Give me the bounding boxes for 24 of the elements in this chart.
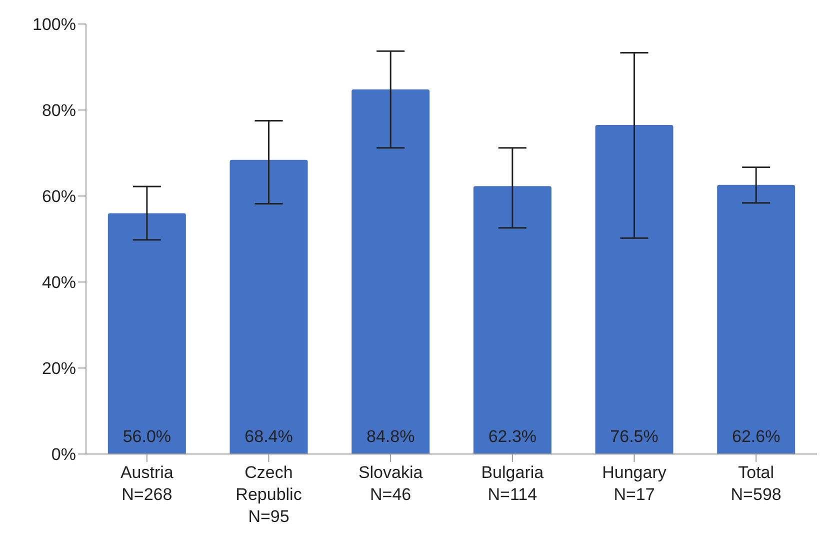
x-tick-label: Austria N=268 — [120, 463, 174, 504]
data-label: 56.0% — [122, 427, 172, 446]
bar — [108, 213, 186, 454]
x-tick-label: Total N=598 — [730, 463, 782, 504]
x-tick-label: Hungary N=17 — [602, 463, 667, 504]
bar — [230, 160, 308, 454]
bar — [717, 184, 796, 454]
data-label: 68.4% — [244, 427, 293, 446]
y-tick-label: 80% — [42, 101, 76, 120]
data-label: 62.3% — [488, 427, 537, 446]
y-tick-label: 0% — [51, 445, 76, 464]
bar — [473, 186, 552, 454]
y-tick-label: 60% — [42, 187, 76, 206]
y-tick-label: 20% — [42, 359, 76, 378]
x-tick-label: Bulgaria N=114 — [481, 463, 544, 504]
x-tick-label: Slovakia N=46 — [358, 463, 424, 504]
bar — [595, 125, 674, 454]
bar — [352, 89, 430, 454]
data-label: 62.6% — [732, 427, 780, 446]
x-tick-label: Czech Republic N=95 — [236, 463, 302, 526]
y-tick-label: 100% — [32, 15, 76, 34]
y-tick-label: 40% — [42, 273, 76, 292]
data-label: 76.5% — [610, 427, 658, 446]
data-label: 84.8% — [366, 427, 415, 446]
